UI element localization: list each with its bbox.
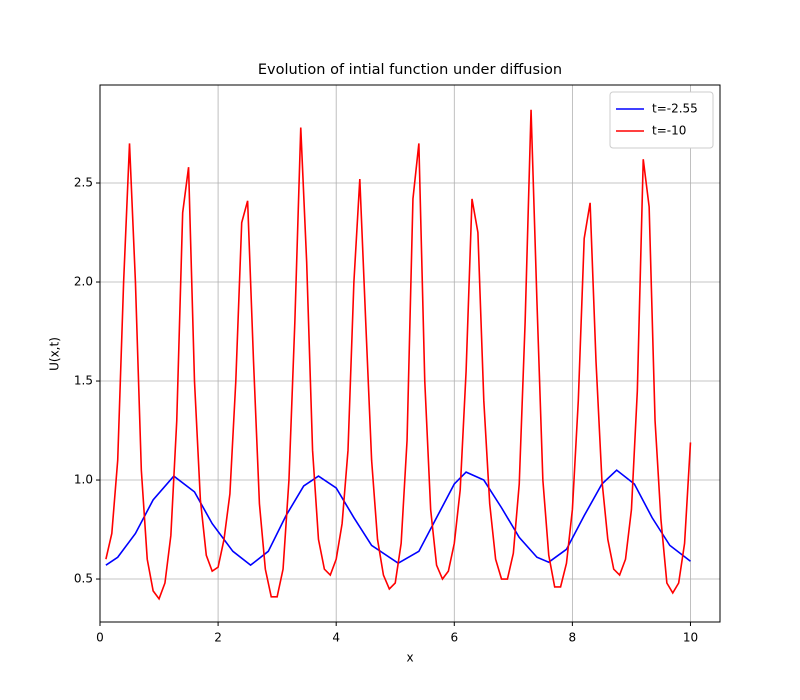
x-tick-label: 0 bbox=[96, 631, 104, 645]
y-tick-label: 2.5 bbox=[74, 176, 93, 190]
legend-label: t=-2.55 bbox=[652, 102, 698, 116]
x-tick-label: 2 bbox=[214, 631, 222, 645]
series-line bbox=[105, 469, 691, 567]
x-tick-label: 4 bbox=[332, 631, 340, 645]
y-tick-label: 1.5 bbox=[74, 374, 93, 388]
series-line bbox=[105, 109, 692, 601]
x-tick-label: 10 bbox=[683, 631, 698, 645]
plot-frame bbox=[99, 84, 721, 623]
chart-title: Evolution of intial function under diffu… bbox=[258, 62, 562, 78]
y-tick-label: 2.0 bbox=[74, 275, 93, 289]
legend-box bbox=[609, 91, 714, 149]
x-tick-label: 6 bbox=[450, 631, 458, 645]
y-axis-label: U(x,t) bbox=[48, 337, 62, 371]
y-tick-label: 0.5 bbox=[74, 572, 93, 586]
y-tick-label: 1.0 bbox=[74, 473, 93, 487]
x-axis-label: x bbox=[406, 651, 413, 665]
x-tick-label: 8 bbox=[569, 631, 577, 645]
legend-label: t=-10 bbox=[652, 124, 686, 138]
